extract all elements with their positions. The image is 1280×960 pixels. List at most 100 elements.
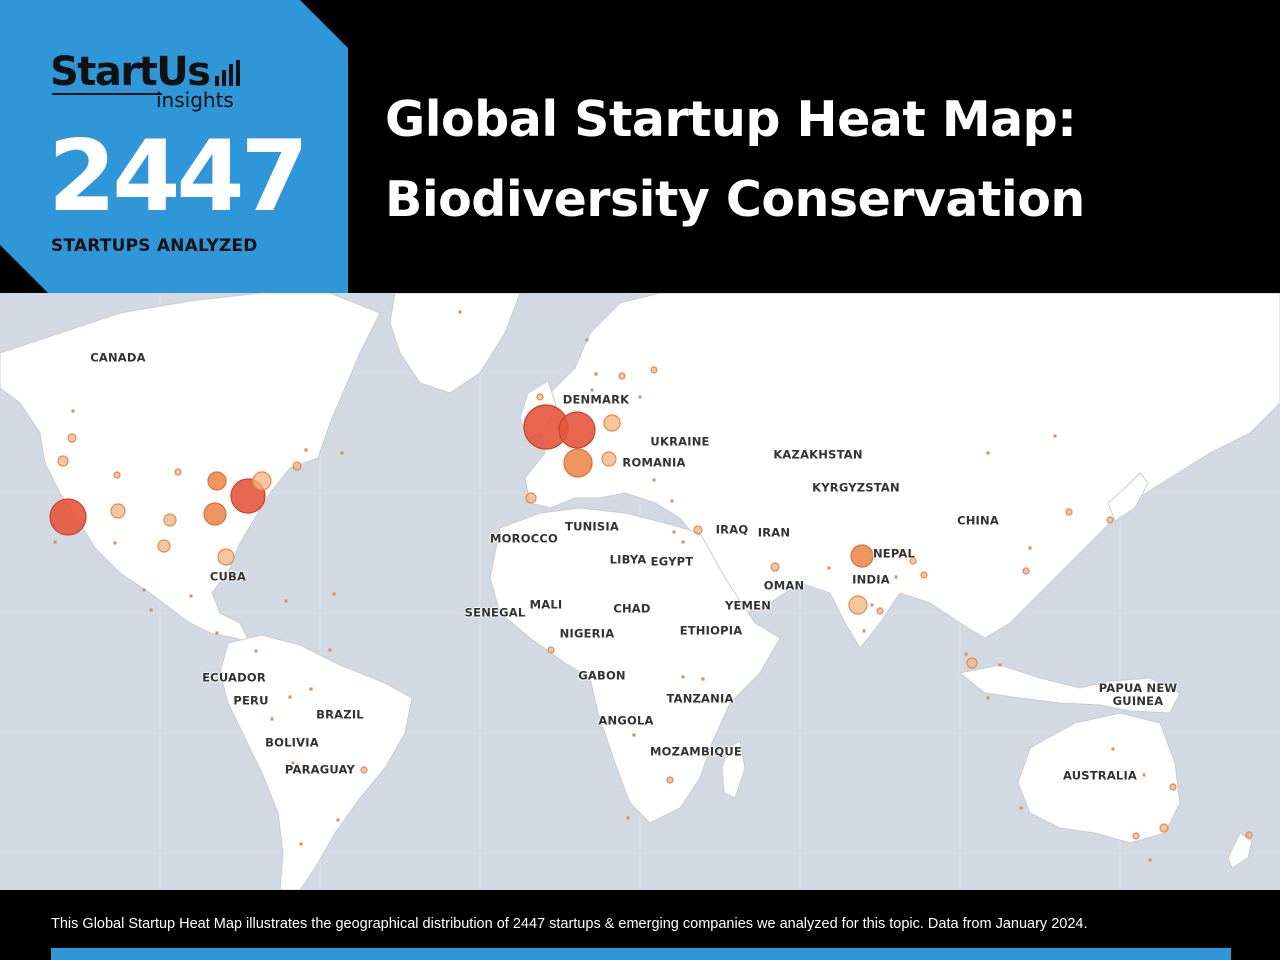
startup-cluster-bubble[interactable]	[360, 766, 368, 774]
startup-location-dot	[1148, 858, 1152, 862]
startup-count: 2447	[48, 120, 309, 234]
startup-cluster-bubble[interactable]	[163, 513, 177, 527]
startup-location-dot	[299, 842, 303, 846]
startup-location-dot	[638, 395, 642, 399]
startup-cluster-bubble[interactable]	[49, 498, 87, 536]
startup-location-dot	[862, 629, 866, 633]
brand-underline	[52, 93, 162, 95]
country-label-tanzania: TANZANIA	[666, 691, 734, 706]
country-label-canada: CANADA	[90, 350, 146, 365]
startup-location-dot	[701, 677, 705, 681]
landmass-greenland	[389, 293, 521, 394]
startup-cluster-bubble[interactable]	[292, 461, 302, 471]
startup-cluster-bubble[interactable]	[1132, 832, 1140, 840]
startup-location-dot	[336, 818, 340, 822]
country-label-brazil: BRAZIL	[316, 707, 364, 722]
startup-cluster-bubble[interactable]	[666, 776, 674, 784]
startup-cluster-bubble[interactable]	[876, 607, 884, 615]
startup-location-dot	[1111, 747, 1115, 751]
startup-cluster-bubble[interactable]	[207, 471, 227, 491]
startup-cluster-bubble[interactable]	[157, 539, 171, 553]
world-map[interactable]: CANADA CUBA DENMARK UKRAINE ROMANIA KAZAKHSTA…	[0, 293, 1280, 890]
startup-cluster-bubble[interactable]	[57, 455, 69, 467]
startup-location-dot	[340, 451, 344, 455]
startup-location-dot	[1019, 806, 1023, 810]
startup-cluster-bubble[interactable]	[920, 571, 928, 579]
startup-cluster-bubble[interactable]	[67, 433, 77, 443]
landmass-south-america	[219, 634, 413, 890]
startup-location-dot	[1053, 434, 1057, 438]
startup-cluster-bubble[interactable]	[770, 562, 780, 572]
startup-cluster-bubble[interactable]	[1169, 783, 1177, 791]
country-label-romania: ROMANIA	[622, 455, 686, 470]
country-label-png: PAPUA NEW GUINEA	[1098, 681, 1178, 708]
startup-cluster-bubble[interactable]	[113, 471, 121, 479]
startup-location-dot	[870, 603, 874, 607]
startup-location-dot	[632, 733, 636, 737]
country-label-mozambique: MOZAMBIQUE	[650, 744, 742, 759]
startup-location-dot	[270, 717, 274, 721]
startup-cluster-bubble[interactable]	[110, 503, 126, 519]
startup-cluster-bubble[interactable]	[252, 471, 272, 491]
startup-cluster-bubble[interactable]	[909, 557, 917, 565]
startup-location-dot	[304, 448, 308, 452]
startup-cluster-bubble[interactable]	[563, 448, 593, 478]
country-label-gabon: GABON	[578, 668, 626, 683]
startup-cluster-bubble[interactable]	[966, 657, 978, 669]
landmasses	[0, 293, 1280, 890]
country-label-egypt: EGYPT	[650, 554, 694, 569]
startup-location-dot	[291, 761, 295, 765]
country-label-denmark: DENMARK	[562, 392, 630, 407]
startup-cluster-bubble[interactable]	[536, 393, 544, 401]
startup-location-dot	[71, 409, 75, 413]
landmass-japan	[1107, 472, 1149, 522]
startup-cluster-bubble[interactable]	[618, 372, 626, 380]
startup-cluster-bubble[interactable]	[558, 411, 596, 449]
startup-count-caption: STARTUPS ANALYZED	[51, 236, 258, 256]
landmass-north-america	[0, 293, 381, 644]
startup-cluster-bubble[interactable]	[1106, 516, 1114, 524]
startup-location-dot	[53, 540, 57, 544]
startup-location-dot	[332, 592, 336, 596]
startup-location-dot	[587, 628, 591, 632]
startup-cluster-bubble[interactable]	[1022, 567, 1030, 575]
startup-cluster-bubble[interactable]	[174, 468, 182, 476]
startup-cluster-bubble[interactable]	[850, 544, 874, 568]
country-label-peru: PERU	[233, 693, 269, 708]
country-label-morocco: MOROCCO	[490, 531, 558, 546]
country-label-oman: OMAN	[763, 578, 805, 593]
startup-location-dot	[670, 499, 674, 503]
country-label-cuba: CUBA	[209, 569, 247, 584]
startup-cluster-bubble[interactable]	[603, 414, 621, 432]
startup-location-dot	[328, 648, 332, 652]
brand-logo-text: StartUs	[50, 49, 211, 95]
startup-location-dot	[149, 608, 153, 612]
startup-location-dot	[681, 540, 685, 544]
startup-cluster-bubble[interactable]	[693, 525, 703, 535]
startup-cluster-bubble[interactable]	[547, 646, 555, 654]
country-label-india: INDIA	[852, 572, 890, 587]
startup-cluster-bubble[interactable]	[1159, 823, 1169, 833]
startup-cluster-bubble[interactable]	[650, 366, 658, 374]
startup-cluster-bubble[interactable]	[1065, 508, 1073, 516]
bar-chart-icon	[215, 60, 245, 86]
brand-subtitle: insights	[156, 88, 234, 112]
startup-location-dot	[681, 675, 685, 679]
startup-location-dot	[594, 372, 598, 376]
startup-location-dot	[288, 695, 292, 699]
map-canvas	[0, 293, 1280, 890]
startup-cluster-bubble[interactable]	[217, 548, 235, 566]
startup-location-dot	[626, 816, 630, 820]
startup-location-dot	[189, 594, 193, 598]
startup-cluster-bubble[interactable]	[601, 451, 617, 467]
country-label-yemen: YEMEN	[724, 598, 772, 613]
landmass-indonesia	[958, 664, 1181, 714]
startup-location-dot	[113, 541, 117, 545]
startup-cluster-bubble[interactable]	[203, 502, 227, 526]
startup-location-dot	[1028, 546, 1032, 550]
startup-cluster-bubble[interactable]	[848, 595, 868, 615]
startup-cluster-bubble[interactable]	[525, 492, 537, 504]
startup-location-dot	[894, 575, 898, 579]
startup-location-dot	[998, 663, 1002, 667]
startup-cluster-bubble[interactable]	[1245, 831, 1253, 839]
